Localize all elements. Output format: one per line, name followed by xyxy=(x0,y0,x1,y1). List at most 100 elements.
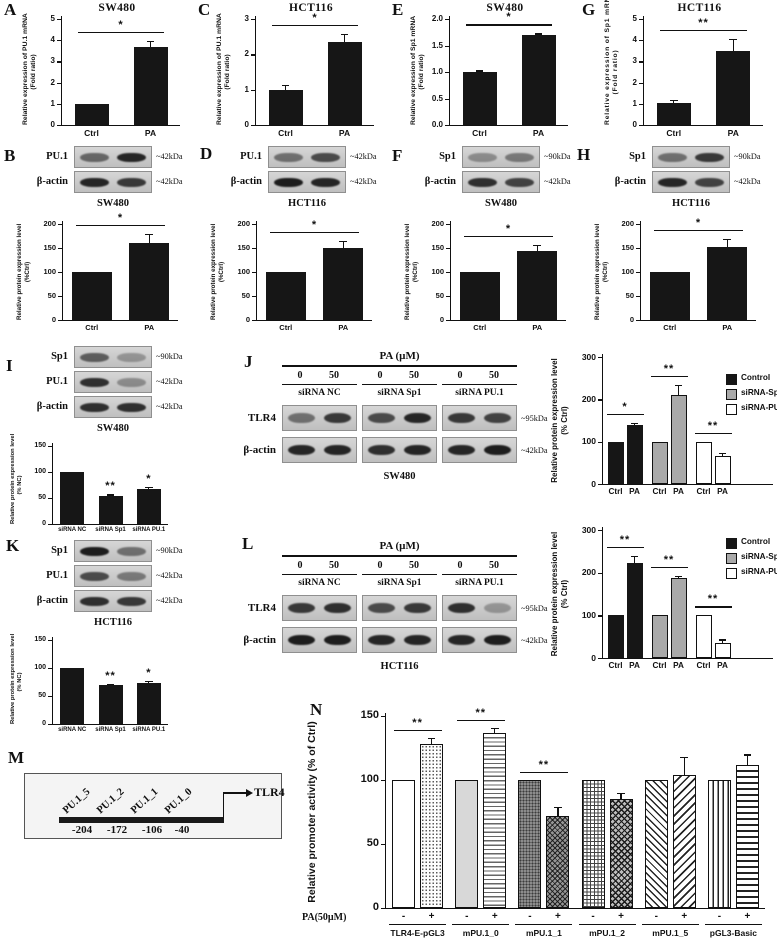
dose-underline xyxy=(442,574,517,576)
kda-label: ~42kDa xyxy=(734,177,761,186)
kda-label: ~42kDa xyxy=(156,177,183,186)
panel-K-chart: Relative protein expression level (% NC) 0… xyxy=(6,632,202,742)
error-bar-cap xyxy=(718,639,727,641)
blot-band xyxy=(404,413,431,423)
error-bar-cap xyxy=(427,737,436,740)
significance-label: * xyxy=(622,401,628,414)
y-tick xyxy=(597,572,602,574)
blot-box xyxy=(74,590,152,612)
blot-band xyxy=(288,635,315,645)
y-tick xyxy=(638,103,643,106)
bar xyxy=(672,774,696,908)
blot-box xyxy=(462,171,540,193)
y-axis-label: Relative protein expression level (%Ctrl) xyxy=(594,223,609,320)
bar xyxy=(707,780,731,908)
bar xyxy=(462,72,497,125)
dose-label: 0 xyxy=(377,560,383,571)
y-tick-label: 200 xyxy=(431,219,444,229)
panel-letter-E: E xyxy=(392,0,404,19)
bar xyxy=(714,456,731,484)
y-tick-label: 2.0 xyxy=(431,14,443,24)
y-tick xyxy=(444,19,449,21)
blot-band xyxy=(695,152,725,162)
y-tick xyxy=(445,272,450,274)
blot-protein-label: β-actin xyxy=(243,634,276,646)
bar xyxy=(607,615,624,658)
x-axis-line xyxy=(254,125,374,127)
position-label: -106 xyxy=(141,824,163,836)
y-tick xyxy=(638,40,643,42)
y-tick-label: 200 xyxy=(581,394,596,405)
blot-protein-label: β-actin xyxy=(424,176,456,187)
error-bar-cap xyxy=(340,34,349,36)
legend-swatch xyxy=(726,404,737,415)
blot-band xyxy=(467,152,497,162)
y-tick-label: 100 xyxy=(34,663,46,671)
x-tick-label: + xyxy=(681,911,688,922)
legend-swatch xyxy=(726,389,737,400)
significance-line xyxy=(650,566,688,568)
y-tick-label: 3 xyxy=(244,14,249,24)
bar xyxy=(129,243,170,320)
group-rule xyxy=(578,924,636,926)
significance-label: * xyxy=(506,11,512,24)
error-bar xyxy=(726,238,728,248)
y-tick-label: 1 xyxy=(50,98,55,108)
blot-band xyxy=(484,445,511,455)
y-axis-label: Relative protein expression level (% NC) xyxy=(10,633,24,724)
y-tick-label: 0 xyxy=(591,652,596,663)
blot-box xyxy=(74,396,152,418)
legend-label: siRNA-PU.1 xyxy=(741,567,777,576)
x-tick-label: Ctrl xyxy=(84,128,99,138)
kda-label: ~42kDa xyxy=(156,402,183,411)
blot-band xyxy=(324,603,351,613)
group-label: TLR4-E-pGL3 xyxy=(390,928,445,938)
x-tick-label: PA xyxy=(532,323,543,332)
binding-site-label: PU.1_5 xyxy=(60,786,93,817)
legend-swatch xyxy=(726,568,737,579)
blot-protein-label: β-actin xyxy=(36,176,68,187)
binding-site-label: PU.1_1 xyxy=(128,786,161,817)
x-tick-label: PA xyxy=(144,128,157,138)
dose-label: 0 xyxy=(457,560,463,571)
y-tick-label: 50 xyxy=(366,837,379,850)
bar xyxy=(518,780,542,908)
promoter-box: PU.1_5 PU.1_2 PU.1_1 PU.1_0 -204 -172 -106 -40 T… xyxy=(24,773,285,839)
cell-line-label: SW480 xyxy=(383,471,416,482)
x-tick-label: PA xyxy=(629,661,640,670)
y-axis-line xyxy=(601,354,603,484)
error-bar-cap xyxy=(630,555,639,557)
blot-band xyxy=(404,445,431,455)
y-tick xyxy=(597,530,602,532)
panel-letter-I: I xyxy=(6,356,13,375)
panel-M-promoter-map: PU.1_5 PU.1_2 PU.1_1 PU.1_0 -204 -172 -106 -40 T… xyxy=(10,752,296,854)
blot-band xyxy=(79,571,109,581)
error-bar xyxy=(149,40,152,47)
legend-label: siRNA-Sp1 xyxy=(741,388,777,397)
blot-protein-label: TLR4 xyxy=(247,412,276,424)
blot-box xyxy=(74,171,152,193)
y-tick xyxy=(638,82,643,84)
x-tick-label: Ctrl xyxy=(652,661,667,670)
y-axis-label: Relative protein expression level (% Ctrl… xyxy=(550,358,569,483)
kda-label: ~95kDa xyxy=(521,414,548,423)
significance-line xyxy=(77,31,165,34)
cell-line-label: SW480 xyxy=(484,198,518,209)
bar xyxy=(651,441,668,484)
dose-label: 0 xyxy=(297,560,303,571)
panel-letter-N: N xyxy=(310,700,323,719)
chart-title: HCT116 xyxy=(677,2,722,14)
y-tick xyxy=(444,98,449,100)
bar xyxy=(670,395,687,484)
blot-band xyxy=(505,177,535,187)
bar xyxy=(670,577,687,658)
y-tick-label: 2 xyxy=(50,77,55,87)
y-tick-label: 150 xyxy=(360,709,379,722)
error-bar xyxy=(620,792,622,800)
error-bar-cap xyxy=(617,792,625,795)
bar xyxy=(455,780,479,908)
blot-band xyxy=(368,635,395,645)
x-tick-label: - xyxy=(528,911,532,922)
legend-swatch xyxy=(726,538,737,549)
blot-protein-label: PU.1 xyxy=(46,376,68,387)
